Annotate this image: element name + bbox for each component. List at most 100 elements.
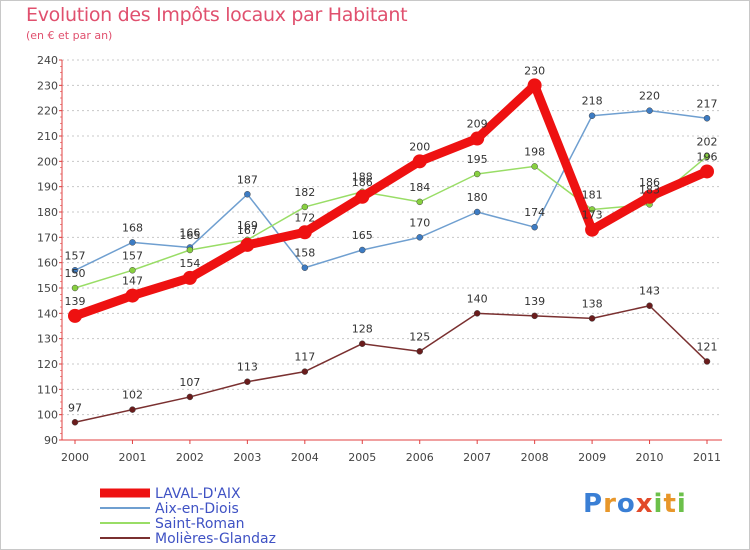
series-point bbox=[301, 368, 309, 375]
series-point bbox=[129, 267, 136, 274]
legend-label: Saint-Roman bbox=[155, 516, 245, 532]
data-label: 143 bbox=[639, 285, 660, 298]
data-label: 173 bbox=[582, 209, 603, 222]
data-label: 165 bbox=[179, 229, 200, 242]
series-point bbox=[588, 206, 596, 213]
data-label: 117 bbox=[294, 351, 315, 364]
logo-letter: P bbox=[583, 489, 604, 519]
chart-title: Evolution des Impôts locaux par Habitant bbox=[26, 4, 408, 26]
data-label: 184 bbox=[409, 181, 430, 194]
data-label: 139 bbox=[65, 295, 86, 308]
series-point bbox=[473, 170, 481, 178]
series-point bbox=[240, 237, 255, 252]
logo-letter: i bbox=[653, 489, 664, 519]
x-tick-label: 2002 bbox=[176, 451, 204, 464]
series-point bbox=[182, 270, 197, 285]
x-tick-label: 2004 bbox=[291, 451, 319, 464]
series-point bbox=[359, 340, 366, 347]
series-point bbox=[186, 246, 194, 254]
proxiti-logo: Proxiti bbox=[583, 489, 687, 519]
x-tick-label: 2009 bbox=[578, 451, 606, 464]
data-label: 140 bbox=[467, 292, 488, 305]
series-point bbox=[244, 191, 251, 198]
y-tick-label: 230 bbox=[37, 79, 58, 92]
data-label: 125 bbox=[409, 330, 430, 343]
series-point bbox=[473, 208, 481, 216]
y-tick-label: 240 bbox=[37, 54, 58, 67]
y-tick-label: 150 bbox=[37, 282, 58, 295]
data-label: 218 bbox=[582, 95, 603, 108]
series-point bbox=[68, 308, 82, 323]
data-label: 202 bbox=[697, 135, 718, 148]
x-tick-label: 2011 bbox=[693, 451, 721, 464]
series-point bbox=[71, 267, 79, 274]
series-point bbox=[642, 189, 657, 204]
y-tick-label: 140 bbox=[37, 307, 58, 320]
series-point bbox=[700, 164, 714, 179]
logo-letter: i bbox=[676, 489, 687, 519]
data-label: 157 bbox=[122, 249, 143, 262]
y-tick-label: 210 bbox=[37, 130, 58, 143]
y-tick-label: 220 bbox=[37, 105, 58, 118]
x-tick-label: 2007 bbox=[463, 451, 491, 464]
data-label: 220 bbox=[639, 90, 660, 103]
series-line-1 bbox=[74, 109, 708, 272]
data-label: 113 bbox=[237, 361, 258, 374]
data-label: 150 bbox=[65, 267, 86, 280]
legend-label: Aix-en-Diois bbox=[155, 501, 239, 517]
y-tick-label: 110 bbox=[37, 383, 58, 396]
series-point bbox=[416, 198, 423, 206]
legend-label: Molières-Glandaz bbox=[155, 531, 276, 547]
x-tick-label: 2005 bbox=[348, 451, 376, 464]
series-point bbox=[470, 131, 485, 146]
y-tick-label: 180 bbox=[37, 206, 58, 219]
series-line-2 bbox=[74, 155, 708, 289]
series-point bbox=[244, 378, 251, 385]
data-label: 139 bbox=[524, 295, 545, 308]
y-tick-label: 100 bbox=[37, 409, 58, 422]
series-point bbox=[129, 239, 136, 246]
data-label: 168 bbox=[122, 221, 143, 234]
series-point bbox=[301, 264, 309, 271]
data-label: 174 bbox=[524, 206, 545, 219]
series-point bbox=[531, 312, 538, 320]
series-point bbox=[416, 234, 423, 241]
data-label: 217 bbox=[697, 97, 718, 110]
x-tick-label: 2010 bbox=[636, 451, 664, 464]
series-point bbox=[355, 189, 370, 204]
y-tick-label: 170 bbox=[37, 231, 58, 244]
x-tick-label: 2003 bbox=[233, 451, 261, 464]
data-label: 195 bbox=[467, 153, 488, 166]
data-label: 183 bbox=[639, 183, 660, 196]
data-label: 230 bbox=[524, 64, 545, 77]
series-point bbox=[703, 115, 711, 122]
y-tick-label: 190 bbox=[37, 181, 58, 194]
series-point bbox=[588, 315, 596, 322]
series-point bbox=[531, 163, 538, 170]
series-point bbox=[527, 78, 542, 93]
logo-letter: t bbox=[663, 489, 677, 519]
logo-letter: x bbox=[635, 489, 654, 519]
series-point bbox=[703, 358, 711, 365]
data-label: 158 bbox=[294, 247, 315, 260]
x-tick-label: 2000 bbox=[61, 451, 89, 464]
data-label: 169 bbox=[237, 219, 258, 232]
series-point bbox=[297, 225, 312, 240]
y-tick-label: 90 bbox=[44, 434, 58, 447]
data-label: 154 bbox=[179, 257, 200, 270]
data-label: 157 bbox=[65, 249, 86, 262]
data-label: 187 bbox=[237, 173, 258, 186]
series-point bbox=[531, 223, 538, 231]
series-point bbox=[588, 112, 596, 119]
data-label: 182 bbox=[294, 186, 315, 199]
series-point bbox=[646, 107, 653, 114]
series-point bbox=[129, 406, 136, 413]
y-tick-label: 120 bbox=[37, 358, 58, 371]
data-label: 181 bbox=[582, 188, 603, 201]
x-tick-label: 2001 bbox=[118, 451, 146, 464]
series-line-3 bbox=[74, 304, 708, 424]
y-tick-label: 200 bbox=[37, 155, 58, 168]
series-point bbox=[416, 348, 423, 355]
